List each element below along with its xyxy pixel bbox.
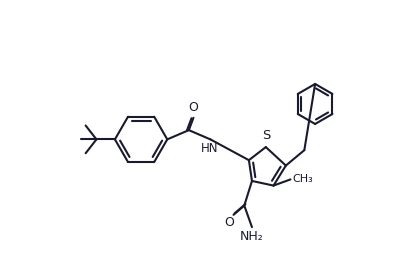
Text: S: S (262, 129, 270, 142)
Text: O: O (188, 101, 199, 114)
Text: NH₂: NH₂ (240, 230, 264, 243)
Text: O: O (225, 216, 234, 229)
Text: HN: HN (201, 142, 218, 155)
Text: CH₃: CH₃ (293, 174, 314, 184)
